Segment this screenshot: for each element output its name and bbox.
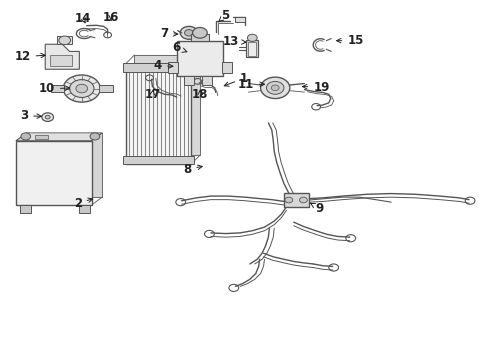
Bar [246, 40, 258, 58]
Bar [79, 205, 90, 213]
Text: 16: 16 [103, 11, 119, 24]
Bar [99, 85, 113, 92]
Text: 10: 10 [39, 82, 70, 95]
Circle shape [185, 30, 194, 36]
Circle shape [63, 75, 100, 102]
Text: 12: 12 [14, 50, 45, 63]
Polygon shape [235, 18, 245, 22]
Circle shape [267, 81, 284, 94]
Bar [125, 64, 192, 164]
Circle shape [180, 26, 198, 39]
Circle shape [247, 34, 257, 41]
Text: 14: 14 [75, 12, 92, 25]
Text: 11: 11 [238, 78, 265, 91]
Bar [184, 76, 194, 85]
Circle shape [271, 85, 279, 91]
Bar [168, 62, 178, 73]
Circle shape [90, 133, 100, 140]
Text: 15: 15 [337, 34, 364, 47]
Bar [177, 41, 223, 76]
Text: 3: 3 [20, 109, 41, 122]
Text: 4: 4 [154, 59, 173, 72]
Text: 18: 18 [192, 88, 208, 101]
Bar [222, 62, 232, 73]
Circle shape [76, 84, 88, 93]
Text: 5: 5 [219, 9, 229, 22]
Text: 9: 9 [310, 202, 324, 215]
Polygon shape [45, 44, 79, 69]
Polygon shape [57, 36, 72, 44]
Circle shape [285, 197, 293, 203]
Text: 17: 17 [144, 88, 161, 101]
Bar [191, 34, 209, 41]
Circle shape [261, 77, 290, 99]
Text: 8: 8 [183, 163, 202, 176]
Bar [16, 141, 92, 205]
Text: 2: 2 [74, 197, 93, 210]
Circle shape [70, 80, 94, 98]
Bar [50, 85, 64, 92]
Polygon shape [50, 55, 72, 66]
Text: 19: 19 [302, 81, 330, 94]
Polygon shape [134, 55, 200, 155]
Bar [284, 193, 309, 207]
Circle shape [193, 27, 207, 38]
Bar [35, 135, 48, 139]
Circle shape [59, 36, 71, 45]
Bar [122, 63, 195, 72]
Bar [122, 156, 195, 164]
Polygon shape [16, 133, 102, 141]
Circle shape [299, 197, 307, 203]
Text: 13: 13 [222, 35, 246, 48]
Circle shape [42, 113, 53, 121]
Circle shape [21, 133, 30, 140]
Text: 7: 7 [160, 27, 178, 40]
Circle shape [45, 115, 50, 119]
Text: 1: 1 [224, 72, 248, 86]
Bar [248, 42, 256, 57]
Bar [202, 76, 213, 85]
Text: 6: 6 [172, 41, 187, 54]
Bar [20, 205, 30, 213]
Polygon shape [27, 133, 102, 197]
